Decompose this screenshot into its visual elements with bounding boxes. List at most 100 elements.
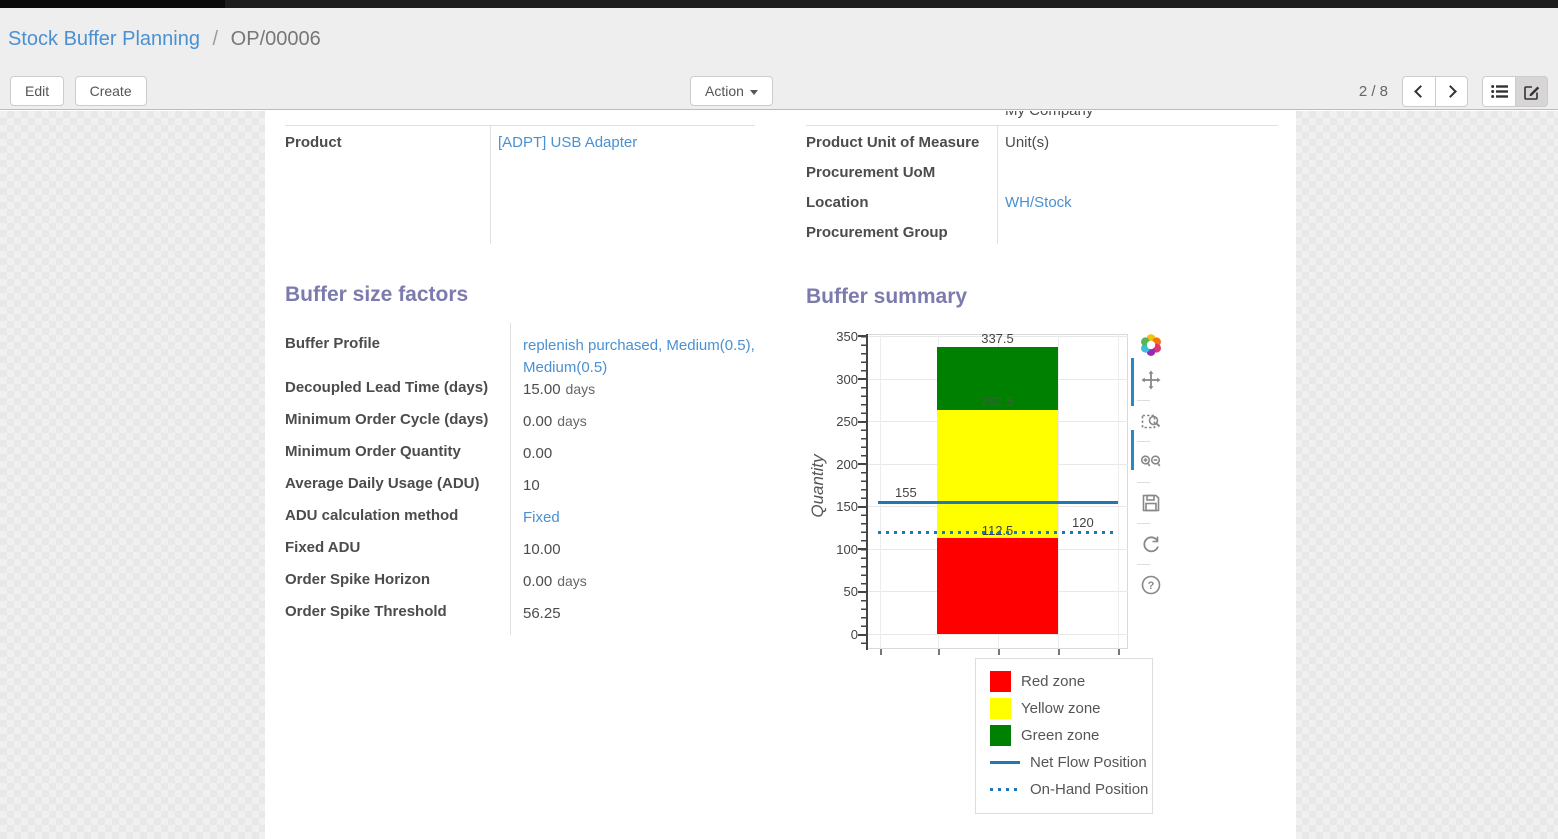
prev-chevron-icon: [1414, 85, 1427, 98]
field-value-link[interactable]: Fixed: [523, 508, 560, 526]
x-axis-tick: [1058, 649, 1060, 655]
edit-button[interactable]: Edit: [10, 76, 65, 106]
y-axis-tick: [858, 633, 866, 636]
field-value: 0.00 days: [523, 572, 587, 590]
clipped-row: My Company: [806, 111, 1278, 126]
control-panel: Stock Buffer Planning / OP/00006 Edit Cr…: [0, 8, 1558, 110]
field-value-link[interactable]: replenish purchased, Medium(0.5), Medium…: [523, 337, 755, 376]
create-button[interactable]: Create: [74, 76, 147, 106]
buffer-factor-row: Fixed ADU 10.00: [285, 539, 790, 571]
green-top-annotation: 337.5: [981, 330, 1014, 346]
modebar-active-indicator: [1131, 430, 1134, 470]
legend-label: Yellow zone: [1021, 700, 1101, 717]
help-icon[interactable]: ?: [1136, 570, 1166, 600]
x-axis-tick: [1118, 649, 1120, 655]
on-hand-position-line: [878, 530, 1118, 534]
next-chevron-icon: [1443, 85, 1457, 98]
field-value: 56.25: [523, 604, 561, 622]
navbar-active-segment[interactable]: [0, 0, 225, 8]
legend-item[interactable]: On-Hand Position: [976, 776, 1152, 803]
chart-modebar: ?: [1131, 330, 1166, 605]
field-row: Procurement UoM: [806, 156, 1278, 186]
breadcrumb-separator: /: [212, 28, 219, 50]
x-axis-tick: [880, 649, 882, 655]
y-tick-label: 0: [850, 627, 858, 642]
field-label: Decoupled Lead Time (days): [285, 378, 489, 396]
right-controls: 2 / 8: [1359, 76, 1548, 107]
y-tick-label: 350: [836, 328, 858, 344]
previous-record-button[interactable]: [1402, 76, 1435, 107]
x-gridline: [1058, 334, 1059, 649]
field-label: Average Daily Usage (ADU): [285, 474, 480, 492]
pan-icon[interactable]: [1136, 365, 1166, 395]
legend-swatch-008000: [990, 725, 1011, 746]
modebar-separator: [1137, 400, 1150, 401]
y-axis-tick: [858, 420, 866, 423]
box-zoom-icon[interactable]: [1136, 406, 1166, 436]
field-row: Procurement Group: [806, 216, 1278, 246]
y-axis-tick: [858, 505, 866, 508]
field-label: Fixed ADU: [285, 538, 361, 556]
legend-label: On-Hand Position: [1030, 781, 1149, 798]
legend-item[interactable]: Red zone: [976, 668, 1152, 695]
buffer-factor-row: Minimum Order Quantity 0.00: [285, 443, 790, 475]
modebar-separator: [1137, 564, 1150, 565]
top-navbar: [0, 0, 1558, 8]
buffer-summary-title: Buffer summary: [806, 285, 968, 308]
modebar-separator: [1137, 482, 1150, 483]
on-hand-position-label: 120: [1072, 514, 1094, 530]
y-tick-label: 300: [836, 371, 858, 387]
field-label: Procurement UoM: [806, 164, 936, 181]
field-label: Product Unit of Measure: [806, 134, 980, 151]
form-sheet: Product [ADPT] USB Adapter My Company Pro…: [265, 111, 1296, 839]
y-tick-label: 250: [836, 414, 858, 430]
green-zone-bar: [937, 346, 1058, 411]
field-label: Minimum Order Quantity: [285, 442, 461, 460]
pager-counter: 2 / 8: [1358, 83, 1388, 100]
form-view-button[interactable]: [1515, 76, 1548, 107]
red-top-annotation: 112.5: [937, 523, 1058, 538]
legend-item[interactable]: Yellow zone: [976, 695, 1152, 722]
buffer-factor-row: Order Spike Threshold 56.25: [285, 603, 790, 635]
y-tick-label: 200: [836, 456, 858, 472]
breadcrumb-parent-link[interactable]: Stock Buffer Planning: [8, 28, 200, 50]
modebar-separator: [1137, 523, 1150, 524]
field-unit: days: [557, 572, 587, 589]
reset-axes-icon[interactable]: [1136, 529, 1166, 559]
field-value-link[interactable]: WH/Stock: [1005, 194, 1072, 211]
save-icon[interactable]: [1136, 488, 1166, 518]
list-view-icon: [1490, 85, 1508, 98]
field-unit: days: [565, 380, 596, 397]
y-axis-tick: [858, 463, 866, 466]
buffer-factor-row: Average Daily Usage (ADU) 10: [285, 475, 790, 507]
action-dropdown-button[interactable]: Action: [690, 76, 773, 106]
field-value-link[interactable]: [ADPT] USB Adapter: [498, 134, 638, 151]
legend-label: Red zone: [1021, 673, 1086, 690]
net-flow-position-line: [878, 501, 1118, 505]
buffer-factor-row: Minimum Order Cycle (days) 0.00 days: [285, 411, 790, 443]
x-gridline: [1118, 334, 1119, 649]
field-label: Product: [285, 134, 342, 151]
legend-swatch-line: [990, 788, 1020, 791]
zoom-in-out-icon[interactable]: [1136, 447, 1166, 477]
field-value: 10.00: [523, 540, 561, 558]
legend-swatch-ffff00: [990, 698, 1011, 719]
field-value: 15.00 days: [523, 380, 596, 398]
field-label: Procurement Group: [806, 224, 948, 241]
legend-item[interactable]: Green zone: [976, 722, 1152, 749]
legend-item[interactable]: Net Flow Position: [976, 749, 1152, 776]
x-axis-tick: [938, 649, 940, 655]
buffer-summary-chart: Quantity 0 50 100 150 200 250 300 350 337.5 262.5…: [800, 326, 1172, 831]
plotly-logo-icon[interactable]: [1136, 330, 1166, 360]
y-axis-line: [866, 334, 868, 650]
field-group-left: Product [ADPT] USB Adapter: [285, 111, 755, 244]
list-view-button[interactable]: [1482, 76, 1515, 107]
modebar-separator: [1137, 441, 1150, 442]
legend-swatch-ff0000: [990, 671, 1011, 692]
field-label: Minimum Order Cycle (days): [285, 410, 489, 428]
field-row: Product [ADPT] USB Adapter: [285, 126, 755, 156]
breadcrumb: Stock Buffer Planning / OP/00006: [8, 28, 321, 51]
next-record-button[interactable]: [1435, 76, 1468, 107]
net-flow-position-label: 155: [895, 485, 917, 501]
y-tick-label: 150: [836, 499, 858, 515]
